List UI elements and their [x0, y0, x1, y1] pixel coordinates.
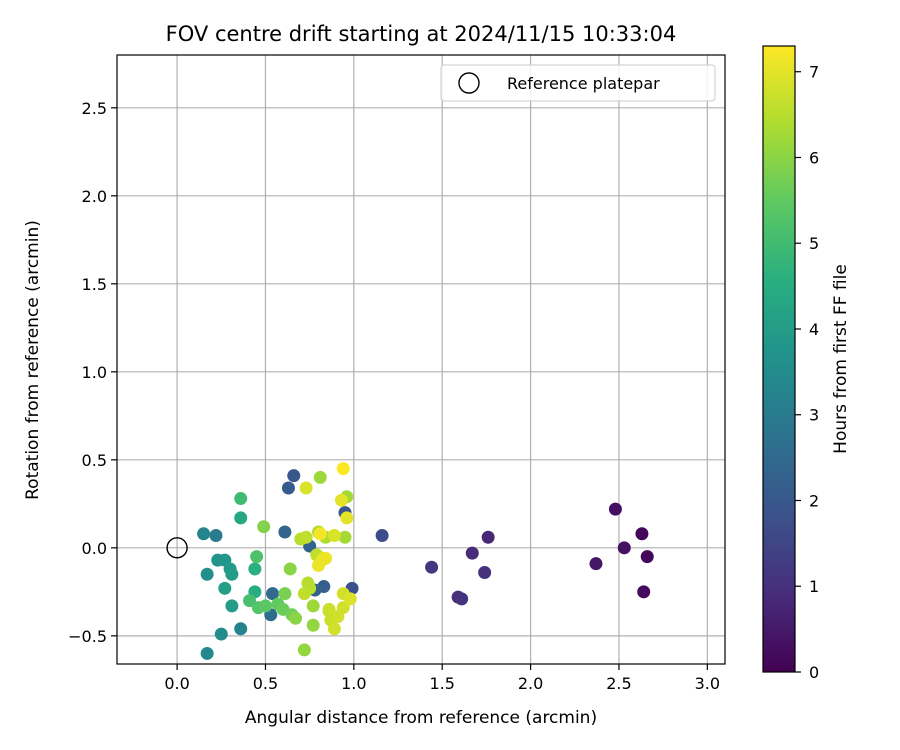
y-axis-ticks: −0.5 0.0 0.5 1.0 1.5 2.0 2.5: [68, 99, 117, 646]
data-point: [306, 599, 320, 613]
x-tick-label: 0.5: [253, 674, 278, 693]
data-point: [200, 646, 214, 660]
data-point: [478, 565, 492, 579]
data-point: [218, 581, 232, 595]
colorbar-label: Hours from first FF file: [831, 264, 851, 454]
colorbar-tick-label: 1: [809, 577, 819, 596]
data-point: [375, 529, 389, 543]
y-tick-label: 1.5: [82, 275, 107, 294]
data-point: [589, 557, 603, 571]
data-point: [635, 527, 649, 541]
data-point: [313, 527, 327, 541]
x-tick-label: 0.0: [164, 674, 189, 693]
x-tick-label: 1.5: [429, 674, 454, 693]
y-tick-label: −0.5: [68, 627, 107, 646]
x-tick-label: 1.0: [341, 674, 366, 693]
y-tick-label: 2.5: [82, 99, 107, 118]
colorbar-gradient: [762, 45, 796, 673]
data-point: [209, 529, 223, 543]
data-point: [297, 587, 311, 601]
data-point: [214, 627, 228, 641]
colorbar-tick-label: 3: [809, 406, 819, 425]
data-point: [283, 562, 297, 576]
x-axis-ticks: 0.0 0.5 1.0 1.5 2.0 2.5 3.0: [164, 664, 720, 693]
x-tick-label: 2.0: [518, 674, 543, 693]
y-axis-label: Rotation from reference (arcmin): [23, 220, 43, 500]
data-point: [257, 520, 271, 534]
data-point: [338, 530, 352, 544]
data-point: [334, 493, 348, 507]
data-point: [258, 599, 272, 613]
data-point: [234, 511, 248, 525]
data-point: [306, 618, 320, 632]
colorbar-tick-label: 6: [809, 148, 819, 167]
plot-frame: [116, 54, 726, 665]
y-tick-label: 0.5: [82, 451, 107, 470]
data-point: [234, 492, 248, 506]
data-point: [617, 541, 631, 555]
data-point: [313, 470, 327, 484]
x-axis-label: Angular distance from reference (arcmin): [245, 708, 597, 728]
data-point: [297, 643, 311, 657]
data-point: [250, 550, 264, 564]
data-point: [425, 560, 439, 574]
legend-box: [440, 64, 716, 102]
data-point: [481, 530, 495, 544]
data-point: [336, 601, 350, 615]
data-point: [248, 562, 262, 576]
legend-marker-open-circle: [458, 72, 480, 94]
data-point: [327, 529, 341, 543]
data-point: [455, 592, 469, 606]
reference-point: [166, 537, 188, 559]
colorbar-tick-label: 5: [809, 234, 819, 253]
data-point: [340, 511, 354, 525]
data-point: [343, 592, 357, 606]
data-point: [200, 567, 214, 581]
data-point: [640, 550, 654, 564]
data-point: [319, 551, 333, 565]
data-point: [299, 530, 313, 544]
data-point: [637, 585, 651, 599]
legend: Reference platepar: [440, 64, 716, 102]
data-point: [278, 587, 292, 601]
colorbar: 0 1 2 3 4 5 6 7 Hours from first FF file: [762, 45, 851, 682]
data-point: [278, 525, 292, 539]
y-tick-label: 1.0: [82, 363, 107, 382]
data-point: [289, 611, 303, 625]
data-point: [299, 481, 313, 495]
data-point: [197, 527, 211, 541]
data-point: [243, 594, 257, 608]
data-point: [281, 481, 295, 495]
data-point: [465, 546, 479, 560]
grid-lines: [117, 55, 725, 664]
data-point: [234, 622, 248, 636]
data-point: [266, 587, 280, 601]
data-point: [287, 469, 301, 483]
y-tick-label: 0.0: [82, 539, 107, 558]
colorbar-tick-label: 0: [809, 663, 819, 682]
data-point: [608, 502, 622, 516]
data-point: [336, 462, 350, 476]
x-tick-label: 2.5: [606, 674, 631, 693]
y-tick-label: 2.0: [82, 187, 107, 206]
data-points: [197, 462, 654, 660]
colorbar-tick-label: 2: [809, 491, 819, 510]
legend-label-reference: Reference platepar: [507, 74, 660, 93]
data-point: [225, 567, 239, 581]
colorbar-tick-label: 4: [809, 320, 819, 339]
chart-title: FOV centre drift starting at 2024/11/15 …: [166, 22, 677, 46]
colorbar-tick-label: 7: [809, 63, 819, 82]
data-point: [225, 599, 239, 613]
x-tick-label: 3.0: [695, 674, 720, 693]
data-point: [327, 622, 341, 636]
colorbar-ticks: 0 1 2 3 4 5 6 7: [795, 63, 819, 682]
